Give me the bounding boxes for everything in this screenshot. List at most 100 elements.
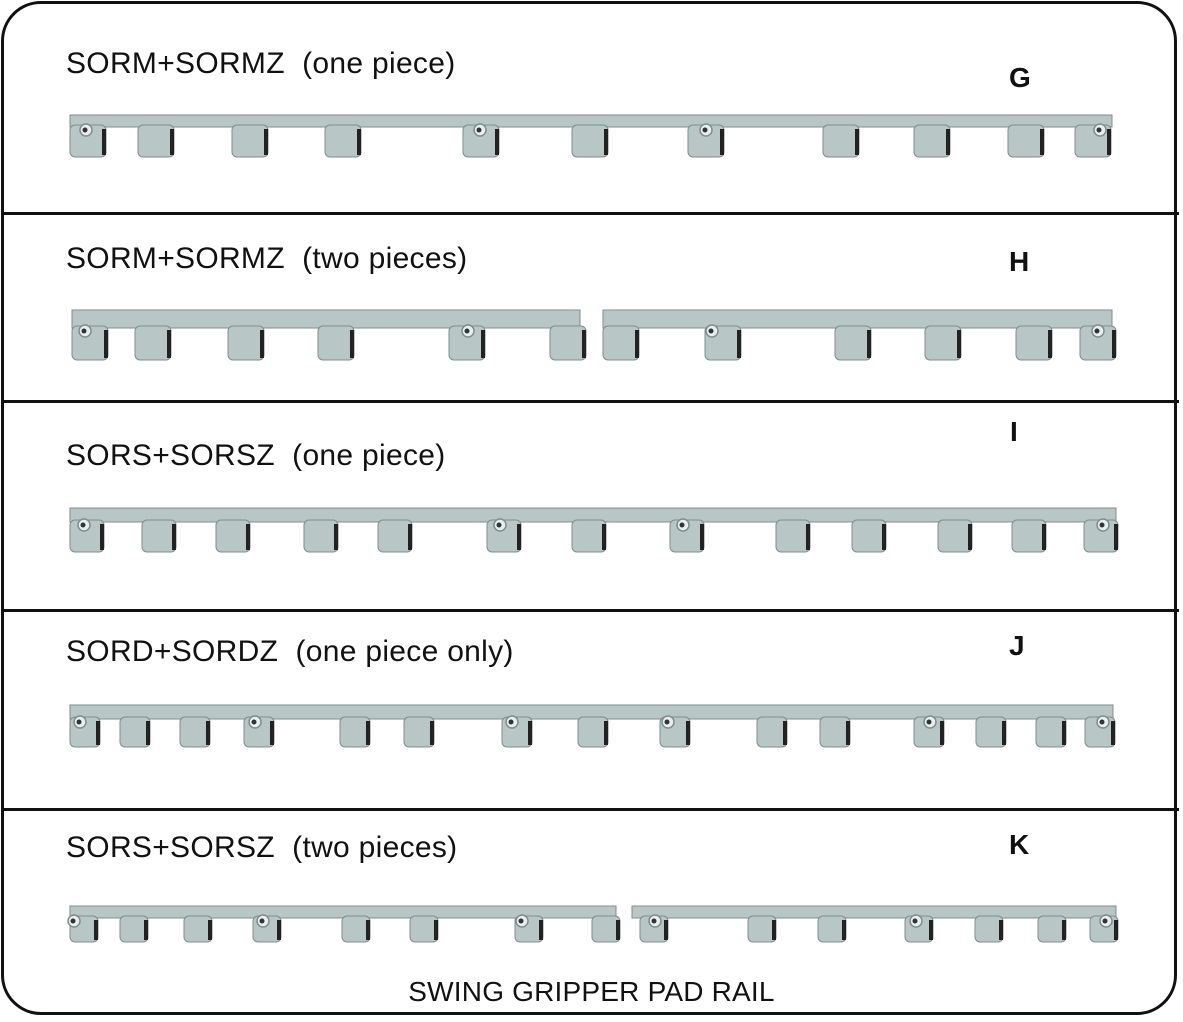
mount-hole-center <box>1096 127 1102 133</box>
rail-tab-shadow <box>1062 920 1066 940</box>
mount-hole-center <box>651 918 657 924</box>
rail-tab <box>1035 716 1067 748</box>
rail-tab-shadow <box>1048 330 1052 358</box>
mount-hole-center <box>464 328 470 334</box>
rail-tab-shadow <box>350 330 354 358</box>
rail-tab-shadow <box>208 920 212 940</box>
rail-tab-shadow <box>260 330 264 358</box>
rail-tab-shadow <box>867 330 871 358</box>
rail-tab-shadow <box>882 524 886 550</box>
section-g-label: SORM+SORMZ (one piece) <box>66 47 456 80</box>
rail-tab-shadow <box>1114 920 1118 940</box>
rail-tab <box>324 124 362 158</box>
rail-g-image <box>69 114 1113 158</box>
rail-tab <box>571 124 609 158</box>
mount-hole-center <box>702 127 708 133</box>
section-i-letter: I <box>1010 416 1018 447</box>
rail-tab-shadow <box>1062 721 1066 745</box>
mount-hole-center <box>251 719 257 725</box>
mount-hole-center <box>1099 522 1105 528</box>
rail-tab-shadow <box>635 330 639 358</box>
rail-tab-shadow <box>686 721 690 745</box>
rail-tab-shadow <box>1042 524 1046 550</box>
rail-tab-shadow <box>357 129 361 155</box>
rail-tab-shadow <box>517 524 521 550</box>
rail-tab-shadow <box>664 920 668 940</box>
rail-tab <box>602 325 640 361</box>
rail-tab <box>231 124 269 158</box>
rail-tab <box>1007 124 1045 158</box>
rail-tab <box>134 325 172 361</box>
rail-tab-shadow <box>144 920 148 940</box>
rail-tab <box>851 519 887 553</box>
rail-tab-shadow <box>700 524 704 550</box>
rail-i-image <box>69 507 1119 553</box>
mount-hole-center <box>76 719 82 725</box>
rail-tab-shadow <box>1114 524 1118 550</box>
mount-hole-center <box>708 328 714 334</box>
rail-k-image <box>67 905 1119 943</box>
section-j-letter: J <box>1009 630 1025 661</box>
rail-tab-shadow <box>1111 721 1115 745</box>
rail-tab-shadow <box>104 330 108 358</box>
rail-tab-shadow <box>957 330 961 358</box>
mount-hole-center <box>476 127 482 133</box>
rail-tab <box>975 716 1007 748</box>
rail-tab-shadow <box>264 129 268 155</box>
rail-tab <box>137 124 175 158</box>
mount-hole-center <box>1102 918 1108 924</box>
rail-tab <box>339 716 371 748</box>
rail-tab-shadow <box>96 721 100 745</box>
rail-tab-shadow <box>602 524 606 550</box>
section-divider <box>1 400 1179 403</box>
mount-hole-center <box>496 522 502 528</box>
rail-tab-shadow <box>146 721 150 745</box>
rail-tab-shadow <box>270 721 274 745</box>
rail-tab-shadow <box>720 129 724 155</box>
rail-tab-shadow <box>846 721 850 745</box>
rail-tab <box>141 519 177 553</box>
rail-tab-shadow <box>946 129 950 155</box>
rail-bar <box>602 309 1113 329</box>
mount-hole-center <box>679 522 685 528</box>
section-k-letter: K <box>1009 829 1030 860</box>
rail-tab-shadow <box>434 920 438 940</box>
rail-tab <box>924 325 962 361</box>
rail-tab <box>591 915 621 943</box>
rail-tab-shadow <box>842 920 846 940</box>
rail-tab <box>303 519 339 553</box>
rail-tab-shadow <box>481 330 485 358</box>
rail-tab <box>834 325 872 361</box>
rail-tab-shadow <box>94 920 98 940</box>
rail-tab-shadow <box>968 524 972 550</box>
rail-tab <box>1011 519 1047 553</box>
rail-tab-shadow <box>806 524 810 550</box>
rail-tab-shadow <box>1002 721 1006 745</box>
rail-tab-shadow <box>167 330 171 358</box>
rail-tab-shadow <box>408 524 412 550</box>
rail-tab <box>119 716 151 748</box>
mount-hole-center <box>82 127 88 133</box>
rail-tab-shadow <box>783 721 787 745</box>
rail-tab <box>183 915 213 943</box>
mount-hole-center <box>70 918 76 924</box>
rail-bar <box>631 905 1117 919</box>
rail-h-image <box>71 309 1117 361</box>
rail-tab <box>913 124 951 158</box>
document-caption: SWING GRIPPER PAD RAIL <box>408 976 775 1007</box>
rail-tab <box>819 716 851 748</box>
rail-tab <box>937 519 973 553</box>
mount-hole-center <box>80 522 86 528</box>
rail-tab-shadow <box>855 129 859 155</box>
rail-tab <box>571 519 607 553</box>
rail-tab-shadow <box>102 129 106 155</box>
rail-tab-shadow <box>1040 129 1044 155</box>
rail-tab-shadow <box>172 524 176 550</box>
rail-tab <box>549 325 587 361</box>
mount-hole-center <box>1094 328 1100 334</box>
rail-tab <box>215 519 251 553</box>
mount-hole-center <box>1099 719 1105 725</box>
section-divider <box>1 808 1179 811</box>
rail-tab-shadow <box>206 721 210 745</box>
rail-tab-shadow <box>737 330 741 358</box>
